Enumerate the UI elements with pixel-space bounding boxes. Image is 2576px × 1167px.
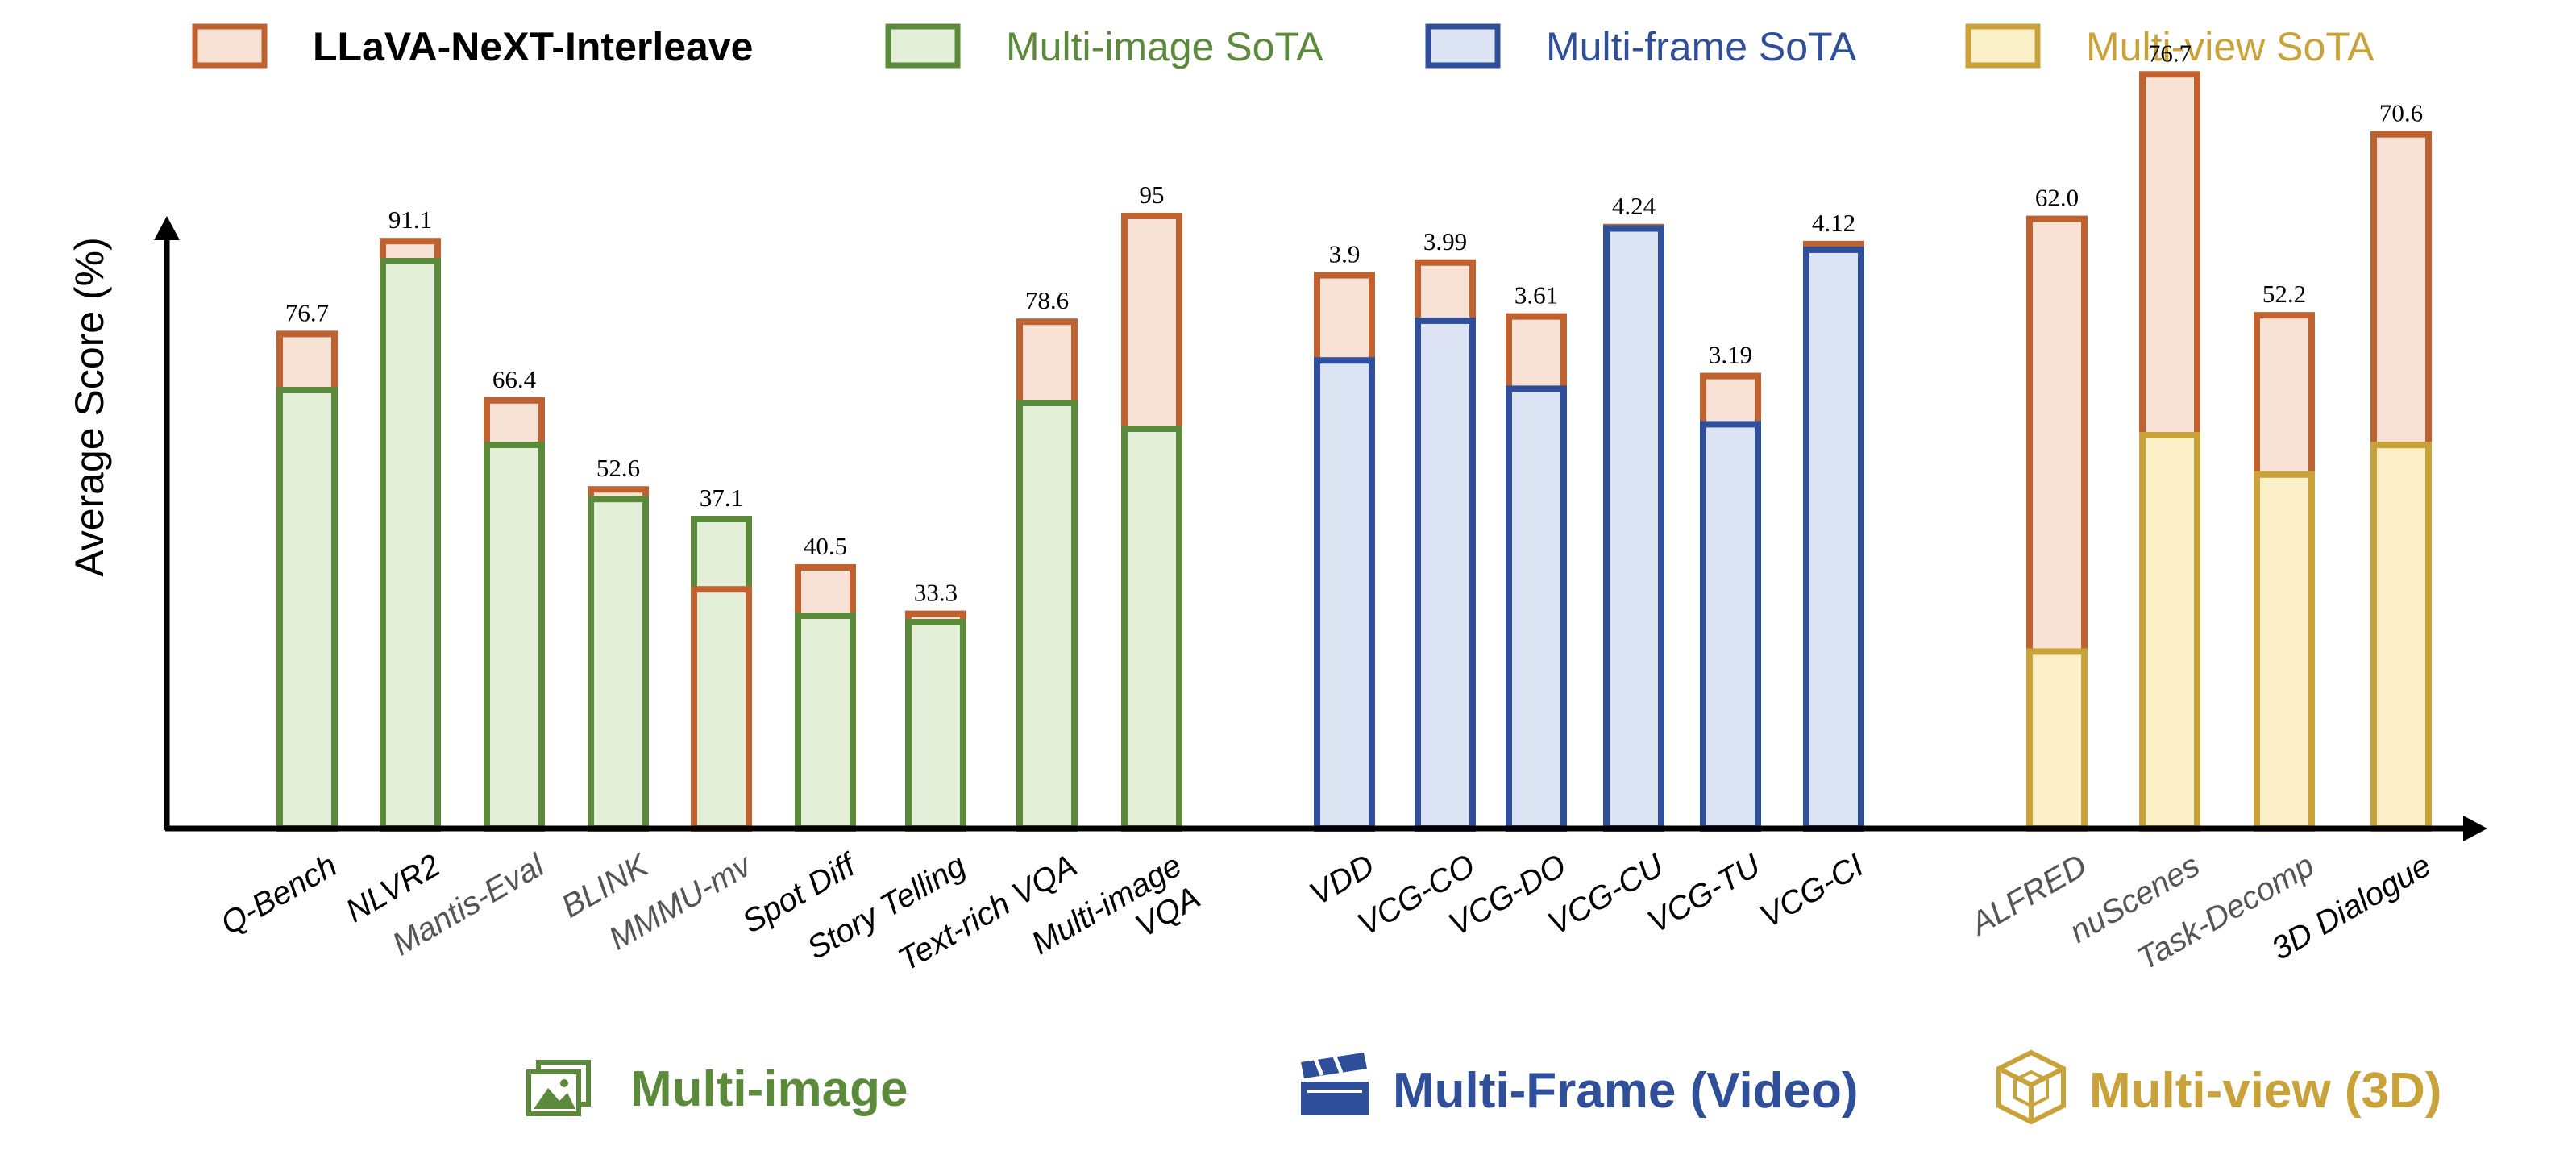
bar-sota [795, 613, 856, 832]
value-labels: 76.7 91.1 66.4 52.6 37.1 40.5 33.3 78.6 95 3.9 3.9… [285, 39, 2423, 606]
bar-sota [276, 387, 338, 832]
value-label: 76.7 [285, 298, 329, 326]
value-label: 4.12 [1812, 209, 1855, 237]
value-label: 91.1 [388, 206, 432, 234]
legend-swatch [192, 23, 268, 69]
legend-item: Multi-view SoTA [1965, 23, 2374, 69]
bars [276, 71, 2432, 833]
legend-label: Multi-image SoTA [1006, 24, 1323, 69]
images-icon [526, 1060, 591, 1116]
bar-group [1803, 240, 1864, 833]
bar-sota [2254, 471, 2315, 832]
value-label: 3.19 [1709, 341, 1752, 369]
bar-sota [1506, 385, 1567, 832]
value-label: 76.7 [2148, 39, 2192, 67]
bar-group [2026, 215, 2088, 833]
category-label: VCG-TU [1642, 847, 1768, 940]
value-label: 4.24 [1612, 192, 1656, 220]
bar-sota [588, 496, 649, 832]
value-label: 52.6 [596, 454, 640, 482]
value-label: 3.99 [1423, 227, 1467, 255]
bar-group [2254, 312, 2315, 833]
bar-sota [1415, 317, 1476, 833]
value-label: 40.5 [804, 532, 847, 560]
bar-group [588, 486, 649, 832]
x-axis-arrow [2463, 816, 2487, 841]
bar-sota [380, 258, 441, 832]
value-label: 37.1 [700, 484, 743, 512]
value-label: 95 [1140, 181, 1165, 209]
group-label-multi-image: Multi-image [630, 1061, 908, 1117]
bar-sota [905, 619, 966, 832]
bar-sota [1603, 225, 1664, 832]
bar-group [484, 397, 545, 832]
cube-icon [1996, 1049, 2066, 1125]
legend-swatch [1965, 23, 2041, 69]
bar-group [2370, 131, 2432, 832]
value-label: 70.6 [2379, 99, 2423, 127]
legend-item: Multi-frame SoTA [1425, 23, 1857, 69]
bar-group [276, 330, 338, 832]
category-label: VCG-CI [1754, 848, 1869, 935]
value-label: 66.4 [492, 365, 537, 393]
bar-sota [1803, 246, 1864, 833]
bar-sota [1700, 421, 1761, 833]
group-label-multi-frame: Multi-Frame (Video) [1393, 1063, 1859, 1119]
category-label: Q-Bench [215, 848, 343, 942]
value-label: 62.0 [2035, 184, 2079, 212]
clapperboard-icon [1301, 1053, 1369, 1115]
bar-group [691, 516, 752, 832]
legend-label: Multi-frame SoTA [1546, 24, 1857, 69]
legend-item: LLaVA-NeXT-Interleave [192, 23, 753, 69]
bar-group [1506, 313, 1567, 832]
bar-sota [2026, 648, 2088, 833]
value-label: 33.3 [914, 579, 958, 607]
legend-label: LLaVA-NeXT-Interleave [313, 24, 753, 69]
bar-group [1700, 372, 1761, 833]
bar-group [1121, 213, 1182, 832]
bar-group [380, 238, 441, 832]
bar-sota [2139, 432, 2200, 832]
value-label: 3.61 [1514, 281, 1558, 309]
group-labels: Multi-image Multi-Frame (Video) Multi-view… [526, 1049, 2441, 1125]
legend-swatch [1425, 23, 1501, 69]
legend-label: Multi-view SoTA [2086, 24, 2374, 69]
y-axis-arrow [154, 216, 180, 240]
bar-group [2139, 71, 2200, 832]
bar-sota [691, 516, 752, 832]
bar-group [1016, 318, 1078, 832]
bar-sota [1016, 400, 1078, 832]
bar-group [905, 610, 966, 832]
bar-sota [1121, 426, 1182, 832]
bar-sota [484, 442, 545, 832]
legend-item: Multi-image SoTA [885, 23, 1323, 69]
bar-group [1415, 259, 1476, 833]
group-label-multi-view: Multi-view (3D) [2089, 1063, 2441, 1119]
legend: LLaVA-NeXT-Interleave Multi-image SoTA Mul… [192, 23, 2374, 69]
bar-group [795, 564, 856, 832]
value-label: 78.6 [1025, 286, 1069, 314]
value-label: 52.2 [2262, 280, 2306, 308]
value-label: 3.9 [1329, 240, 1361, 268]
legend-swatch [885, 23, 961, 69]
bar-sota [1314, 357, 1375, 832]
bar-group [1603, 223, 1664, 832]
bar-group [1314, 272, 1375, 833]
y-axis-label: Average Score (%) [67, 237, 112, 576]
bar-sota [2370, 442, 2432, 832]
